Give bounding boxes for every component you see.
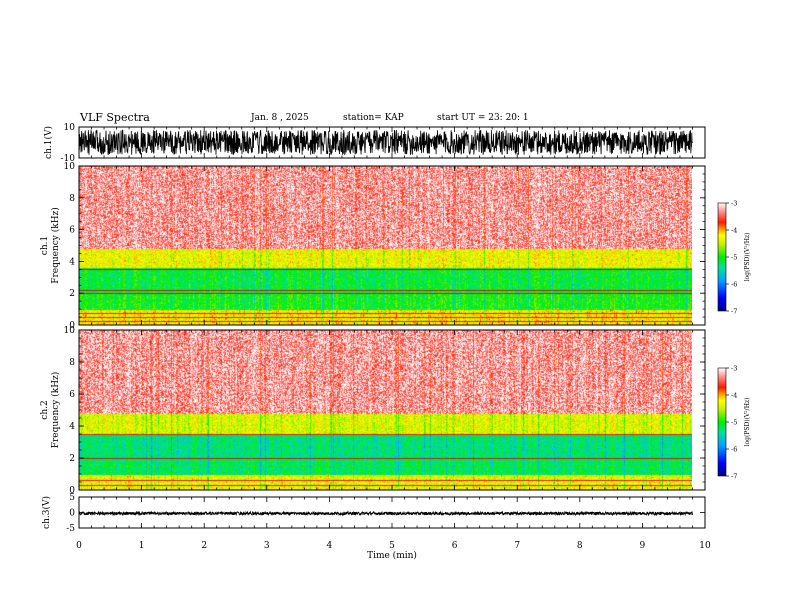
ch2-spectrogram-image	[79, 330, 692, 490]
header-title: VLF Spectra	[80, 111, 150, 124]
y-tick-label: 0	[69, 509, 75, 519]
ch2-spec-ylabel: ch.2	[40, 400, 50, 419]
colorbar-tick-label: -4	[731, 227, 737, 235]
y-tick-label: -10	[61, 154, 76, 164]
colorbar-tick-label: -3	[731, 200, 737, 208]
colorbar-tick-label: -5	[731, 254, 737, 262]
ch1-ylabel: ch.1(V)	[43, 126, 54, 159]
y-tick-label: 5	[69, 493, 75, 503]
x-axis-label: Time (min)	[367, 550, 417, 561]
ch1-waveform-trace	[78, 129, 693, 156]
header-station: station= KAP	[343, 113, 404, 123]
colorbar-tick-label: -6	[731, 446, 737, 454]
ch2-spec-freq-label: Frequency (kHz)	[50, 372, 61, 449]
y-tick-label: 2	[69, 454, 75, 464]
header-date: Jan. 8 , 2025	[251, 113, 309, 123]
y-tick-label: 10	[64, 162, 76, 172]
ch1-spec-freq-label: Frequency (kHz)	[50, 207, 61, 284]
x-tick-label: 10	[699, 541, 711, 551]
y-tick-label: 4	[69, 422, 75, 432]
x-tick-label: 0	[76, 541, 82, 551]
x-tick-label: 4	[327, 541, 333, 551]
y-tick-label: 6	[69, 390, 75, 400]
y-tick-label: 10	[64, 326, 76, 336]
colorbar-tick-label: -3	[731, 365, 737, 373]
colorbar-tick-label: -5	[731, 419, 737, 427]
colorbar-tick-label: -6	[731, 281, 737, 289]
x-tick-label: 3	[264, 541, 270, 551]
x-tick-label: 1	[139, 541, 145, 551]
x-tick-label: 9	[640, 541, 646, 551]
colorbar-tick-label: -7	[731, 473, 737, 481]
colorbar-tick-label: -4	[731, 392, 737, 400]
ch1-spec-ylabel: ch.1	[40, 236, 50, 255]
x-tick-label: 6	[452, 541, 458, 551]
header-start: start UT = 23: 20: 1	[437, 113, 529, 123]
y-tick-label: 4	[69, 257, 75, 267]
y-tick-label: 10	[64, 123, 76, 133]
ch3-waveform-trace	[78, 510, 693, 517]
x-tick-label: 8	[577, 541, 583, 551]
x-tick-label: 2	[201, 541, 207, 551]
ch1-spectrogram-image	[79, 166, 692, 325]
colorbar-label: log(PSD)(V²/Hz)	[744, 398, 751, 447]
y-tick-label: -5	[66, 524, 75, 534]
colorbar-tick-label: -7	[731, 308, 737, 316]
colorbar-2	[717, 367, 727, 477]
colorbar-label: log(PSD)(V²/Hz)	[744, 233, 751, 282]
y-tick-label: 0	[69, 486, 75, 496]
y-tick-label: 8	[69, 358, 75, 368]
y-tick-label: 2	[69, 289, 75, 299]
y-tick-label: 6	[69, 226, 75, 236]
ch3-ylabel: ch.3(V)	[41, 496, 52, 529]
colorbar-1	[717, 202, 727, 312]
y-tick-label: 0	[69, 321, 75, 331]
y-tick-label: 8	[69, 194, 75, 204]
x-tick-label: 7	[514, 541, 520, 551]
x-tick-label: 5	[389, 541, 395, 551]
